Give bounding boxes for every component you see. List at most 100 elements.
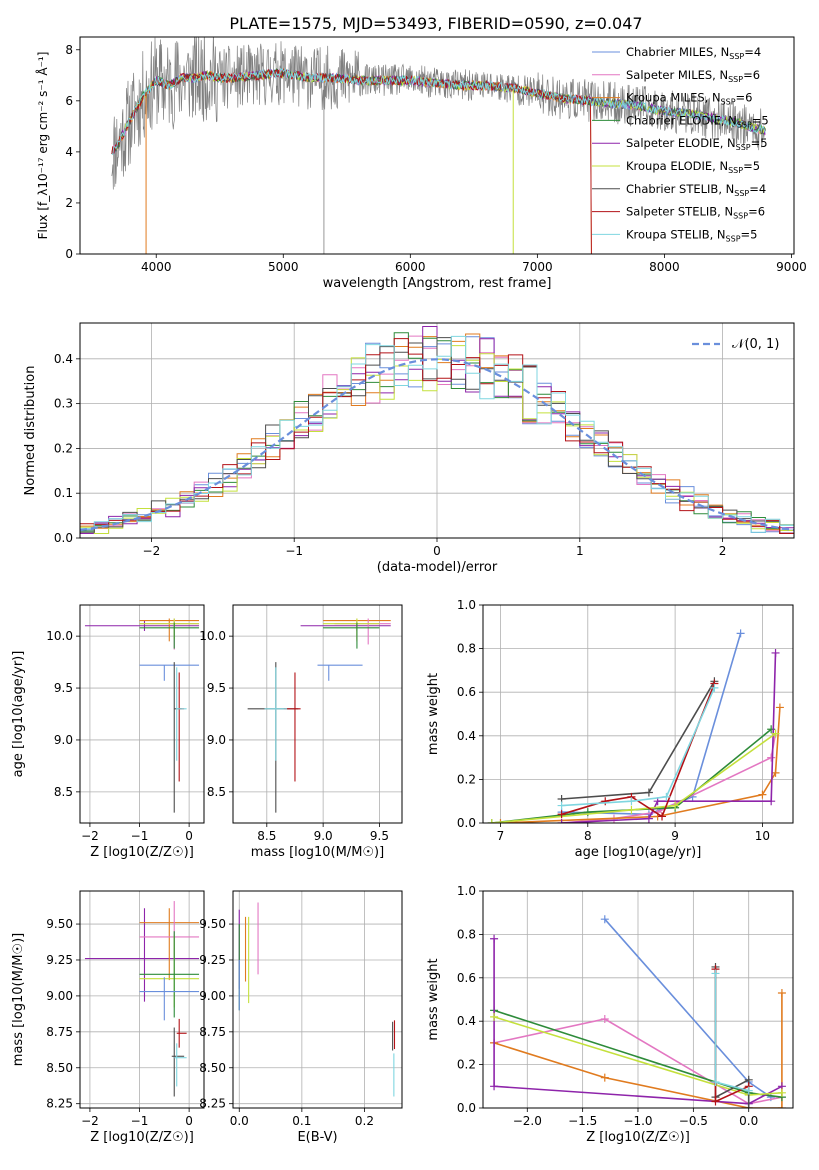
plot-area (487, 629, 784, 823)
tick-labels: −2 −1 0 8.5 9.0 9.5 10.0 (46, 629, 193, 843)
x-tick-label: 8.5 (257, 829, 276, 843)
legend-entry: Kroupa MILES, NSSP=6 (626, 91, 752, 107)
plot-area (80, 326, 794, 534)
plot-area (84, 618, 200, 813)
data-point-marker (767, 797, 776, 806)
x-tick-label: 4000 (141, 260, 172, 274)
grid (80, 891, 204, 1108)
tick-labels: 4000 5000 6000 7000 8000 9000 0 2 4 6 8 (65, 43, 806, 274)
normal-distribution-curve (80, 358, 794, 532)
mass-vs-ebv-panel: 0.0 0.1 0.2 8.25 8.50 8.75 9.00 9.25 9.50 E(B-V) (199, 890, 403, 1145)
x-tick-label: 2 (719, 544, 727, 558)
data-point-marker (644, 814, 653, 823)
data-point-marker (771, 768, 780, 777)
y-tick-label: 0.4 (457, 1014, 476, 1028)
data-point-marker (711, 1097, 720, 1106)
axes-frame (79, 604, 205, 824)
x-axis-label: Z [log10(Z/Z☉)] (586, 1130, 690, 1145)
series-line-kroupa-stelib (561, 687, 716, 807)
x-axis-label: Z [log10(Z/Z☉)] (90, 845, 194, 860)
y-tick-label: 9.25 (199, 953, 226, 967)
y-axis-label: Normed distribution (23, 366, 38, 496)
tick-labels: 8.5 9.0 9.5 8.5 9.0 9.5 10.0 (199, 629, 389, 843)
data-point-marker (771, 729, 780, 738)
y-tick-label: 8.5 (207, 785, 226, 799)
data-point-marker (777, 988, 786, 997)
age-vs-metallicity-panel: −2 −1 0 8.5 9.0 9.5 10.0 Z [log10(Z/Z☉)] age [lo… (11, 604, 205, 860)
x-tick-label: 0 (185, 829, 193, 843)
data-point-marker (496, 819, 505, 823)
y-tick-label: 6 (65, 94, 73, 108)
legend-entry: Salpeter MILES, NSSP=6 (626, 68, 760, 84)
y-tick-label: 8.25 (199, 1097, 226, 1111)
x-tick-label: 8000 (649, 260, 680, 274)
spectrum-panel: 4000 5000 6000 7000 8000 9000 0 2 4 6 8 wavelength … (35, 36, 807, 291)
figure-title: PLATE=1575, MJD=53493, FIBERID=0590, z=0… (229, 14, 642, 33)
y-tick-label: 8 (65, 43, 73, 57)
series-line-kroupa-miles (493, 993, 783, 1108)
legend-entry: Chabrier ELODIE, NSSP=5 (626, 113, 769, 129)
data-point-marker (600, 915, 609, 924)
data-point-marker (711, 969, 720, 978)
axes-frame (232, 604, 403, 824)
y-axis-label: mass weight (426, 673, 441, 755)
data-point-marker (487, 819, 496, 823)
grid (483, 604, 793, 824)
x-tick-label: −1 (285, 544, 303, 558)
y-tick-label: 1.0 (457, 598, 476, 612)
data-point-marker (644, 788, 653, 797)
legend-entry: 𝒩(0, 1) (732, 337, 779, 352)
y-tick-label: 0.2 (457, 1058, 476, 1072)
x-tick-label: 6000 (395, 260, 426, 274)
data-point-marker (557, 819, 566, 823)
y-tick-label: 0.8 (457, 927, 476, 941)
x-tick-label: 9000 (776, 260, 807, 274)
x-tick-label: −1.5 (568, 1114, 597, 1128)
y-tick-label: 9.00 (46, 989, 73, 1003)
data-point-marker (744, 1104, 753, 1108)
x-tick-label: 0.0 (739, 1114, 758, 1128)
data-point-marker (557, 810, 566, 819)
series-line-chabrier-miles (604, 918, 772, 1098)
data-point-marker (490, 1082, 499, 1091)
y-tick-label: 0.3 (54, 397, 73, 411)
y-tick-label: 0.4 (457, 729, 476, 743)
axes-frame (482, 604, 794, 824)
data-point-marker (601, 797, 610, 806)
plot-area (247, 618, 391, 813)
y-tick-label: 9.50 (199, 917, 226, 931)
residual-histogram-panel: −2 −1 0 1 2 0.0 0.1 0.2 0.3 0.4 (data-model)/error… (23, 322, 795, 575)
axes-frame (79, 322, 795, 539)
series-line-kroupa-stelib (714, 973, 749, 1092)
x-tick-label: 10 (755, 829, 770, 843)
plot-area (84, 901, 200, 1097)
tick-labels: 0.0 0.1 0.2 8.25 8.50 8.75 9.00 9.25 9.50 (199, 917, 374, 1128)
tick-labels: −2.0 −1.5 −1.0 −0.5 0.0 0.0 0.2 0.4 0.6 0.8 1.0 (457, 884, 758, 1128)
x-tick-label: 9.0 (314, 829, 333, 843)
plot-area (238, 902, 396, 1097)
grid (483, 890, 793, 1109)
x-axis-label: wavelength [Angstrom, rest frame] (323, 276, 552, 291)
legend-entry: Salpeter STELIB, NSSP=6 (626, 205, 765, 221)
data-point-marker (671, 801, 680, 810)
data-point-marker (490, 934, 499, 943)
legend-entry: Chabrier STELIB, NSSP=4 (626, 182, 766, 198)
y-tick-label: 10.0 (199, 629, 226, 643)
data-point-marker (658, 812, 667, 821)
histogram-salpeter-stelib (80, 338, 794, 534)
series-line-salpeter-elodie (493, 938, 783, 1105)
x-tick-label: 9 (671, 829, 679, 843)
y-tick-label: 8.50 (199, 1061, 226, 1075)
x-axis-label: mass [log10(M/M☉)] (251, 845, 384, 860)
y-tick-label: 8.75 (46, 1025, 73, 1039)
x-tick-label: −2.0 (513, 1114, 542, 1128)
data-point-marker (662, 792, 671, 801)
x-tick-label: 0 (185, 1114, 193, 1128)
series-line-chabrier-miles (561, 633, 742, 816)
data-point-marker (711, 1077, 720, 1086)
data-point-marker (758, 790, 767, 799)
data-point-marker (771, 648, 780, 657)
plot-area (490, 915, 786, 1108)
y-tick-label: 0.4 (54, 352, 73, 366)
